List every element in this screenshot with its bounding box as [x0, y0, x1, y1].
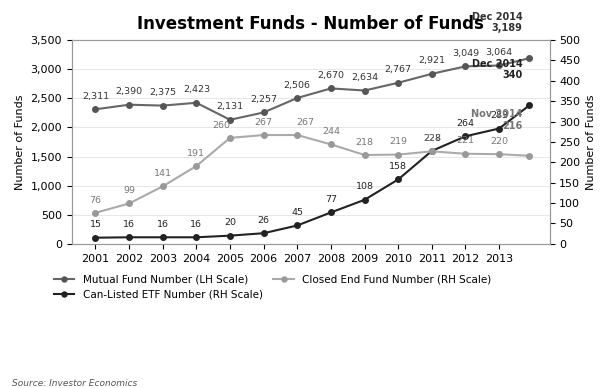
Text: 2,257: 2,257: [250, 95, 277, 104]
Can-Listed ETF Number (RH Scale): [496, 126, 503, 131]
Text: 16: 16: [123, 220, 135, 229]
Text: 2,506: 2,506: [284, 81, 311, 90]
Can-Listed ETF Number (RH Scale): [192, 235, 200, 240]
Can-Listed ETF Number (RH Scale): [226, 233, 233, 238]
Text: 76: 76: [89, 196, 101, 204]
Text: 26: 26: [258, 216, 269, 225]
Text: Source: Investor Economics: Source: Investor Economics: [12, 379, 137, 388]
Legend: Mutual Fund Number (LH Scale), Can-Listed ETF Number (RH Scale), Closed End Fund: Mutual Fund Number (LH Scale), Can-Liste…: [49, 270, 496, 304]
Mutual Fund Number (LH Scale): [159, 103, 166, 108]
Text: 158: 158: [389, 162, 407, 171]
Can-Listed ETF Number (RH Scale): [92, 236, 99, 240]
Text: 16: 16: [191, 220, 202, 229]
Mutual Fund Number (LH Scale): [192, 100, 200, 105]
Text: Nov 2014
216: Nov 2014 216: [471, 109, 522, 131]
Can-Listed ETF Number (RH Scale): [428, 149, 436, 153]
Can-Listed ETF Number (RH Scale): [395, 177, 402, 182]
Text: 2,131: 2,131: [216, 102, 244, 111]
Closed End Fund Number (RH Scale): [525, 154, 533, 158]
Mutual Fund Number (LH Scale): [260, 110, 268, 115]
Mutual Fund Number (LH Scale): [525, 56, 533, 61]
Text: 20: 20: [224, 218, 236, 227]
Closed End Fund Number (RH Scale): [395, 152, 402, 157]
Text: 228: 228: [423, 133, 441, 142]
Text: 2,311: 2,311: [82, 92, 109, 101]
Mutual Fund Number (LH Scale): [496, 63, 503, 68]
Line: Closed End Fund Number (RH Scale): Closed End Fund Number (RH Scale): [93, 132, 532, 216]
Mutual Fund Number (LH Scale): [462, 64, 469, 69]
Text: 2,921: 2,921: [419, 57, 445, 66]
Text: 108: 108: [356, 182, 373, 191]
Y-axis label: Number of Funds: Number of Funds: [586, 94, 596, 190]
Text: 221: 221: [456, 137, 475, 146]
Text: 2,375: 2,375: [149, 88, 177, 97]
Closed End Fund Number (RH Scale): [125, 201, 133, 206]
Title: Investment Funds - Number of Funds: Investment Funds - Number of Funds: [137, 15, 484, 33]
Closed End Fund Number (RH Scale): [159, 184, 166, 189]
Text: 3,064: 3,064: [486, 48, 513, 57]
Mutual Fund Number (LH Scale): [428, 71, 436, 76]
Can-Listed ETF Number (RH Scale): [462, 134, 469, 139]
Text: 77: 77: [325, 195, 337, 204]
Text: 2,634: 2,634: [351, 73, 378, 82]
Can-Listed ETF Number (RH Scale): [125, 235, 133, 240]
Closed End Fund Number (RH Scale): [92, 211, 99, 215]
Text: 260: 260: [213, 121, 231, 130]
Text: 267: 267: [255, 118, 273, 127]
Text: Dec 2014
3,189: Dec 2014 3,189: [472, 12, 522, 33]
Mutual Fund Number (LH Scale): [294, 95, 301, 100]
Can-Listed ETF Number (RH Scale): [294, 223, 301, 228]
Text: 3,049: 3,049: [452, 49, 479, 58]
Text: Dec 2014
340: Dec 2014 340: [472, 59, 522, 80]
Closed End Fund Number (RH Scale): [327, 142, 335, 147]
Can-Listed ETF Number (RH Scale): [260, 231, 268, 236]
Can-Listed ETF Number (RH Scale): [525, 103, 533, 107]
Can-Listed ETF Number (RH Scale): [361, 197, 368, 202]
Text: 219: 219: [389, 137, 407, 146]
Mutual Fund Number (LH Scale): [226, 118, 233, 122]
Closed End Fund Number (RH Scale): [428, 149, 436, 154]
Mutual Fund Number (LH Scale): [125, 102, 133, 107]
Closed End Fund Number (RH Scale): [361, 152, 368, 157]
Text: 227: 227: [423, 134, 441, 143]
Mutual Fund Number (LH Scale): [327, 86, 335, 91]
Line: Mutual Fund Number (LH Scale): Mutual Fund Number (LH Scale): [93, 55, 532, 123]
Text: 2,670: 2,670: [318, 71, 345, 80]
Text: 264: 264: [456, 119, 475, 128]
Text: 2,423: 2,423: [183, 85, 210, 94]
Mutual Fund Number (LH Scale): [92, 107, 99, 112]
Text: 2,390: 2,390: [115, 87, 142, 96]
Text: 99: 99: [123, 186, 135, 195]
Line: Can-Listed ETF Number (RH Scale): Can-Listed ETF Number (RH Scale): [93, 102, 532, 241]
Text: 220: 220: [490, 137, 508, 146]
Text: 15: 15: [89, 220, 101, 229]
Mutual Fund Number (LH Scale): [361, 88, 368, 93]
Text: 283: 283: [490, 111, 508, 120]
Text: 45: 45: [291, 208, 303, 217]
Text: 244: 244: [322, 127, 340, 136]
Text: 141: 141: [154, 169, 172, 178]
Text: 267: 267: [296, 118, 315, 127]
Closed End Fund Number (RH Scale): [260, 133, 268, 137]
Closed End Fund Number (RH Scale): [496, 152, 503, 156]
Closed End Fund Number (RH Scale): [294, 133, 301, 137]
Mutual Fund Number (LH Scale): [395, 80, 402, 85]
Closed End Fund Number (RH Scale): [462, 151, 469, 156]
Text: 2,767: 2,767: [385, 66, 412, 74]
Can-Listed ETF Number (RH Scale): [159, 235, 166, 240]
Closed End Fund Number (RH Scale): [192, 164, 200, 168]
Text: 218: 218: [356, 138, 373, 147]
Text: 191: 191: [188, 149, 205, 158]
Y-axis label: Number of Funds: Number of Funds: [15, 94, 25, 190]
Can-Listed ETF Number (RH Scale): [327, 210, 335, 215]
Text: 16: 16: [157, 220, 169, 229]
Closed End Fund Number (RH Scale): [226, 135, 233, 140]
